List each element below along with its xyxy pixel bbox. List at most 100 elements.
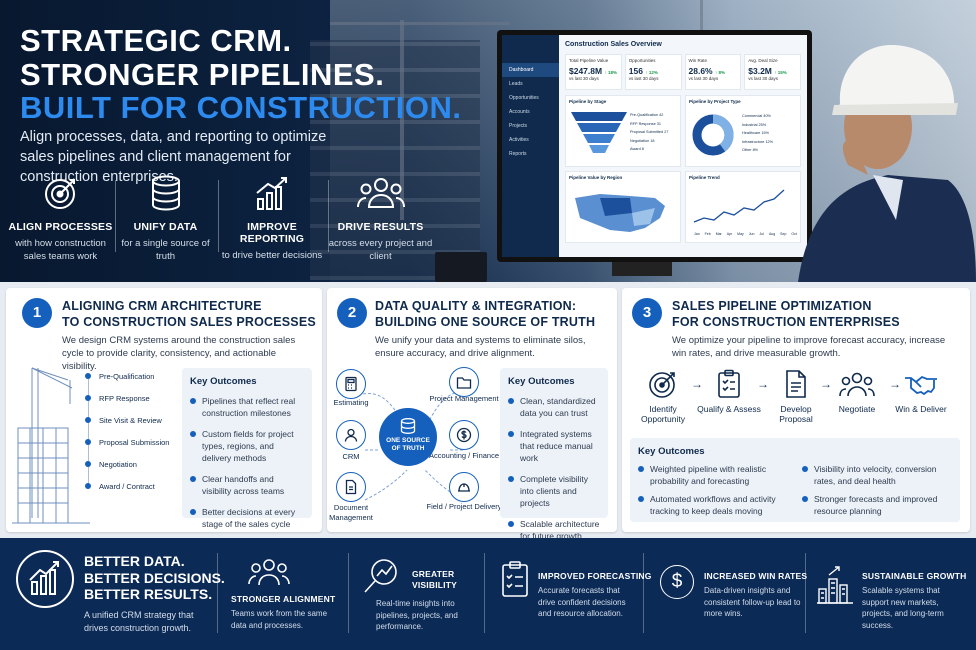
accounting-label: Accounting / Finance	[428, 451, 500, 460]
one-source-of-truth-hub: ONE SOURCE OF TRUTH	[379, 408, 437, 466]
estimating-label: Estimating	[333, 398, 369, 407]
calculator-icon	[345, 376, 357, 392]
step-label: Develop Proposal	[779, 404, 813, 424]
card3-title-line2: FOR CONSTRUCTION ENTERPRISES	[672, 315, 900, 329]
card3-desc: We optimize your pipeline to improve for…	[672, 335, 946, 359]
hard-hat-icon	[458, 483, 470, 492]
stage-site-visit: Site Visit & Review	[99, 416, 162, 425]
step-number-badge: 3	[632, 298, 662, 328]
pillar-title: UNIFY DATA	[133, 221, 198, 233]
donut-chart	[692, 114, 734, 156]
accounting-node	[449, 420, 479, 450]
bar-chart-icon	[218, 175, 326, 211]
nav-opportunities[interactable]: Opportunities	[509, 95, 539, 101]
card2-title-line1: DATA QUALITY & INTEGRATION:	[375, 299, 577, 313]
card1-title-line2: TO CONSTRUCTION SALES PROCESSES	[62, 315, 316, 329]
us-map	[575, 194, 665, 232]
people-icon	[328, 175, 433, 211]
kpi-card: Opportunities 156 ↑ 12% vs last 30 days	[624, 54, 682, 90]
footer-item-desc: Teams work from the same data and proces…	[231, 609, 328, 630]
stage-row: RFP Response 31	[630, 121, 661, 126]
pillar-title: DRIVE RESULTS	[337, 221, 424, 233]
key-outcomes-title: Key Outcomes	[508, 376, 575, 387]
pillar-desc: for a single source of truth	[121, 238, 210, 262]
card1-title-line1: ALIGNING CRM ARCHITECTURE	[62, 299, 262, 313]
dollar-coin-icon: $	[660, 565, 694, 599]
panel-pipeline-value-by-region: Pipeline Value by Region	[565, 171, 681, 243]
nav-activities[interactable]: Activities	[509, 137, 529, 143]
city-growth-icon	[815, 563, 855, 605]
card2-desc: We unify your data and systems to elimin…	[375, 335, 586, 359]
card3-title-line1: SALES PIPELINE OPTIMIZATION	[672, 299, 872, 313]
footer-item-desc: Accurate forecasts that drive confident …	[538, 586, 626, 618]
field-delivery-node	[449, 472, 479, 502]
footer-headline: BETTER DATA. BETTER DECISIONS. BETTER RESU…	[84, 553, 225, 602]
people-icon	[824, 368, 890, 400]
pillar-unify-data: UNIFY DATA for a single source of truth	[113, 175, 218, 263]
outcome-item: Stronger forecasts and improved resource…	[802, 493, 960, 517]
core-label: ONE SOURCE OF TRUTH	[386, 437, 430, 452]
database-icon	[400, 418, 416, 434]
target-icon	[630, 368, 696, 400]
step-develop-proposal: Develop Proposal	[763, 368, 829, 424]
handshake-icon	[888, 368, 954, 400]
kpi-card: Win Rate 28.6% ↑ 8% vs last 30 days	[684, 54, 742, 90]
nav-reports[interactable]: Reports	[509, 151, 527, 157]
key-outcomes-title: Key Outcomes	[190, 376, 257, 387]
type-row: Other 8%	[742, 148, 759, 152]
kpi-card: Avg. Deal Size $3.2M ↑ 15% vs last 30 days	[744, 54, 801, 90]
crm-label: CRM	[342, 452, 360, 461]
outcome-item: Visibility into velocity, conversion rat…	[802, 463, 960, 487]
engineer-with-hard-hat	[798, 45, 976, 282]
pillar-title: IMPROVE REPORTING	[239, 221, 305, 245]
nav-dashboard[interactable]: Dashboard	[502, 63, 559, 77]
hero-title-line1: STRATEGIC CRM.	[20, 23, 292, 58]
people-icon	[248, 557, 290, 587]
panel-pipeline-by-stage: Pipeline by Stage Pre-Qualification 42 R…	[565, 95, 681, 167]
type-row: Industrial 25%	[742, 122, 767, 127]
outcome-item: Clean, standardized data you can trust	[508, 395, 600, 419]
stage-row: Proposal Submitted 27	[630, 130, 669, 134]
outcome-item: Integrated systems that reduce manual wo…	[508, 428, 600, 464]
outcome-item: Scalable architecture for future growth	[508, 518, 600, 542]
user-icon	[344, 428, 358, 442]
stage-row: Award 8	[630, 147, 644, 151]
type-row: Infrastructure 12%	[742, 139, 774, 144]
document-management-node	[336, 472, 366, 502]
card2-key-outcomes: Key Outcomes Clean, standardized data yo…	[500, 368, 608, 541]
project-management-node	[449, 367, 479, 397]
pillar-title: ALIGN PROCESSES	[8, 221, 113, 233]
outcome-item: Complete visibility into clients and pro…	[508, 473, 600, 509]
stage-rfp-response: RFP Response	[99, 394, 150, 403]
arrow-right-icon: →	[691, 377, 703, 391]
footer-tagline: A unified CRM strategy that drives const…	[84, 610, 194, 633]
pillar-desc: across every project and client	[328, 238, 433, 262]
arrow-right-icon: →	[820, 377, 832, 391]
footer-item-desc: Data-driven insights and consistent foll…	[704, 586, 801, 618]
pillar-drive-results: DRIVE RESULTS across every project and c…	[328, 175, 433, 263]
nav-projects[interactable]: Projects	[509, 123, 528, 129]
footer-item-title: GREATER VISIBILITY	[412, 569, 457, 590]
footer-item-desc: Real-time insights into pipelines, proje…	[376, 599, 458, 631]
arrow-right-icon: →	[757, 377, 769, 391]
key-outcomes-title: Key Outcomes	[638, 446, 705, 457]
step-label: Negotiate	[838, 404, 876, 414]
panel-pipeline-trend: Pipeline Trend Jan Feb Mar Apr May Jun Jul Aug S…	[685, 171, 801, 243]
stage-row: Negotiation 18	[630, 138, 655, 143]
pillar-desc: to drive better decisions	[221, 250, 323, 261]
dashboard-title: Construction Sales Overview	[565, 41, 662, 48]
footer-item-title: IMPROVED FORECASTING	[538, 571, 652, 581]
nav-accounts[interactable]: Accounts	[509, 109, 530, 115]
footer-band	[0, 538, 976, 650]
estimating-node	[336, 369, 366, 399]
document-icon	[345, 479, 357, 495]
outcome-item: Custom fields for project types, regions…	[190, 428, 304, 464]
stage-proposal-submission: Proposal Submission	[99, 438, 170, 447]
nav-leads[interactable]: Leads	[509, 81, 523, 87]
stage-award-contract: Award / Contract	[99, 482, 155, 491]
coffee-mug	[435, 252, 487, 282]
document-management-label: Document Management	[329, 503, 373, 522]
funnel-chart	[571, 112, 627, 153]
monitor-stand	[612, 262, 672, 276]
kpi-card: Total Pipeline Value $247.8M ↑ 18% vs last…	[565, 54, 622, 90]
